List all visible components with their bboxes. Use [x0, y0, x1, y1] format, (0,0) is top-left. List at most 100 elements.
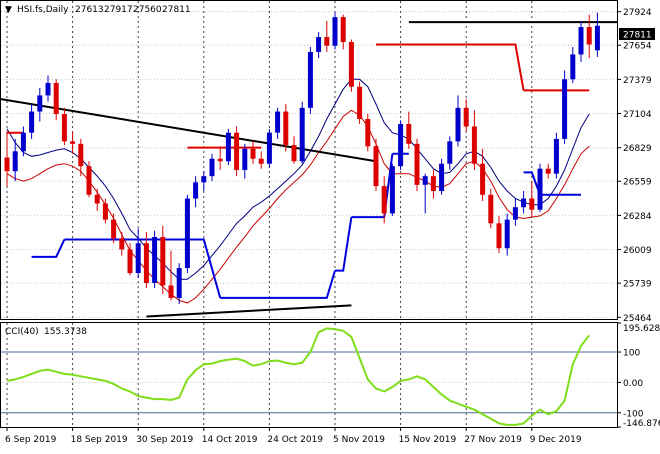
cci-axis: 195.6284 100 0.00 -100-146.876: [617, 322, 660, 429]
cci-tick-label: 195.6284: [623, 324, 660, 334]
candle-body: [398, 123, 404, 167]
candle-body: [307, 51, 313, 108]
candle-body: [381, 186, 387, 214]
candle-body: [86, 166, 92, 195]
candle-body: [594, 25, 600, 51]
candle-body: [586, 27, 592, 45]
candle-body: [521, 198, 527, 208]
cci-tick-label: 0.00: [623, 379, 643, 389]
candle-body: [168, 285, 174, 298]
symbol-label: HSI.fs,Daily: [17, 5, 69, 15]
menu-arrow-icon[interactable]: ▼: [5, 5, 12, 15]
price-tick-label: 27654: [623, 42, 652, 52]
candle-body: [488, 194, 494, 224]
candle-body: [537, 168, 543, 210]
trend-line: [0, 98, 377, 163]
current-price-box: [619, 28, 655, 40]
candle-body: [430, 176, 436, 192]
time-tick-label: 18 Sep 2019: [71, 435, 128, 445]
current-price-label: 27811: [623, 31, 652, 41]
candle-body: [258, 158, 264, 164]
candle-body: [553, 138, 559, 174]
candle-body: [447, 141, 453, 164]
candle-body: [29, 111, 35, 133]
cci-value: 155.3738: [44, 327, 87, 337]
trend-lines: [0, 21, 617, 318]
price-tick-label: 25739: [623, 280, 652, 290]
candle-body: [102, 203, 108, 220]
candle-body: [20, 132, 26, 152]
candle-body: [201, 176, 207, 183]
candle-body: [176, 268, 182, 298]
candle-body: [471, 126, 477, 164]
candle-body: [373, 146, 379, 187]
candle-body: [414, 143, 420, 185]
candle-body: [61, 114, 67, 142]
candle-body: [111, 219, 117, 239]
candle-body: [12, 151, 18, 172]
candlesticks: [4, 12, 600, 305]
time-tick-label: 6 Sep 2019: [5, 435, 57, 445]
candle-body: [94, 194, 100, 204]
price-axis: 27924 27654 27379 27104 26829 26559 26284 26009…: [617, 8, 652, 324]
candle-body: [324, 37, 330, 46]
candle-body: [53, 82, 59, 115]
cci-panel-frame: [0, 322, 618, 428]
candle-body: [316, 37, 322, 52]
candle-body: [143, 243, 149, 283]
candle-body: [209, 158, 215, 177]
candle-body: [160, 237, 166, 286]
candle-body: [291, 145, 297, 162]
candle-body: [357, 86, 363, 120]
candle-body: [389, 166, 395, 214]
price-tick-label: 25464: [623, 314, 652, 324]
candle-body: [250, 148, 256, 159]
candle-body: [504, 219, 510, 249]
candle-body: [78, 143, 84, 167]
price-tick-label: 26284: [623, 212, 652, 222]
time-tick-label: 27 Nov 2019: [464, 435, 522, 445]
cci-grid: [1, 351, 617, 414]
candle-body: [299, 107, 305, 162]
candle-body: [455, 107, 461, 142]
cci-tick-label: -100: [623, 409, 644, 419]
candle-body: [242, 148, 248, 170]
ohlc-low: 27560: [133, 5, 162, 15]
candle-body: [570, 54, 576, 80]
time-tick-label: 9 Dec 2019: [530, 435, 582, 445]
step-lines: [7, 43, 590, 299]
candle-body: [217, 158, 223, 162]
candle-body: [545, 168, 551, 174]
ohlc-close: 27811: [162, 5, 191, 15]
candle-body: [4, 157, 10, 172]
candle-body: [234, 132, 240, 170]
candle-body: [422, 176, 428, 185]
cci-title: CCI(40): [5, 327, 39, 337]
candle-body: [70, 141, 76, 144]
trend-line: [146, 304, 352, 318]
candle-body: [225, 132, 231, 162]
time-tick-label: 14 Oct 2019: [202, 435, 258, 445]
price-tick-label: 26559: [623, 178, 652, 188]
candle-body: [578, 27, 584, 55]
price-tick-label: 26829: [623, 144, 652, 154]
candle-body: [37, 95, 43, 112]
price-tick-label: 27379: [623, 76, 652, 86]
price-panel-frame: [0, 0, 618, 320]
candle-body: [266, 132, 272, 164]
price-tick-label: 26009: [623, 246, 652, 256]
channel-lines: [6, 78, 590, 304]
candle-body: [340, 17, 346, 42]
candle-body: [463, 107, 469, 127]
candle-body: [562, 79, 568, 139]
candle-body: [152, 237, 158, 283]
cci-series: [6, 327, 590, 426]
candle-body: [275, 111, 281, 133]
ohlc-high: 27917: [104, 5, 133, 15]
candle-body: [529, 198, 535, 210]
cci-tick-label: 100: [623, 349, 640, 359]
channel-mid-line: [6, 78, 590, 280]
price-tick-label: 27924: [623, 8, 652, 18]
